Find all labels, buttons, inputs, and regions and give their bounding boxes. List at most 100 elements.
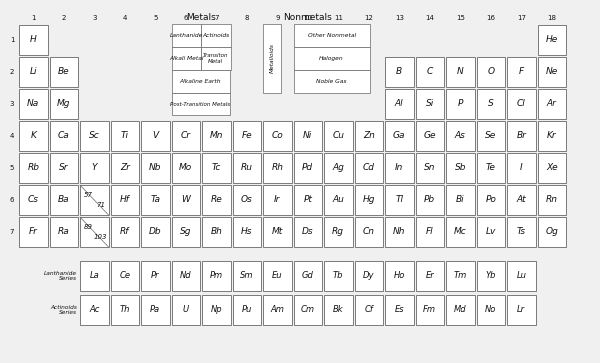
Bar	[233, 185, 261, 215]
Text: Cm: Cm	[301, 306, 315, 314]
Text: Al: Al	[395, 99, 404, 109]
Bar	[415, 89, 444, 119]
Text: In: In	[395, 163, 403, 172]
Text: 5: 5	[153, 15, 157, 21]
Text: Ti: Ti	[121, 131, 129, 140]
Text: Other Nonmetal: Other Nonmetal	[308, 33, 356, 38]
Bar	[507, 153, 536, 183]
Bar	[446, 295, 475, 325]
Text: Halogen: Halogen	[319, 56, 344, 61]
Text: Sc: Sc	[89, 131, 100, 140]
Text: Re: Re	[211, 196, 222, 204]
Text: Nh: Nh	[393, 228, 406, 237]
Text: H: H	[30, 36, 37, 45]
Bar	[293, 217, 322, 247]
Text: 11: 11	[334, 15, 343, 21]
Text: 3: 3	[10, 101, 14, 107]
Bar	[233, 261, 261, 291]
Bar	[385, 261, 413, 291]
Bar	[202, 295, 230, 325]
Bar	[446, 217, 475, 247]
Text: Hg: Hg	[362, 196, 375, 204]
Text: Er: Er	[425, 272, 434, 281]
Bar	[476, 185, 505, 215]
Text: Bh: Bh	[211, 228, 222, 237]
Bar	[202, 217, 230, 247]
Bar	[233, 217, 261, 247]
Text: Fl: Fl	[426, 228, 434, 237]
Bar	[110, 185, 139, 215]
Text: Bk: Bk	[333, 306, 344, 314]
Text: S: S	[488, 99, 494, 109]
Text: 103: 103	[94, 234, 107, 240]
Text: Br: Br	[517, 131, 526, 140]
Bar	[355, 261, 383, 291]
Text: Ho: Ho	[394, 272, 405, 281]
Text: Lr: Lr	[517, 306, 526, 314]
Bar	[172, 153, 200, 183]
Text: Sm: Sm	[240, 272, 254, 281]
Text: Ru: Ru	[241, 163, 253, 172]
Bar	[324, 185, 353, 215]
Bar	[476, 121, 505, 151]
Bar	[201, 24, 230, 47]
Text: No: No	[485, 306, 496, 314]
Bar	[263, 185, 292, 215]
Bar	[49, 185, 78, 215]
Text: Sn: Sn	[424, 163, 436, 172]
Text: Actinoids
Series: Actinoids Series	[50, 305, 77, 315]
Text: 3: 3	[92, 15, 97, 21]
Bar	[415, 261, 444, 291]
Bar	[202, 121, 230, 151]
Text: Ne: Ne	[545, 68, 558, 77]
Text: Rh: Rh	[271, 163, 283, 172]
Text: 12: 12	[364, 15, 373, 21]
Bar	[507, 217, 536, 247]
Bar	[355, 121, 383, 151]
Bar	[293, 261, 322, 291]
Bar	[385, 153, 413, 183]
Text: Mn: Mn	[209, 131, 223, 140]
Bar	[172, 121, 200, 151]
Bar	[141, 295, 170, 325]
Bar	[355, 185, 383, 215]
Text: Pu: Pu	[242, 306, 252, 314]
Bar	[415, 121, 444, 151]
Text: 4: 4	[10, 133, 14, 139]
Text: Alkali Metal: Alkali Metal	[169, 56, 203, 61]
Bar	[446, 261, 475, 291]
Bar	[49, 217, 78, 247]
Text: Ac: Ac	[89, 306, 100, 314]
Text: Pa: Pa	[150, 306, 160, 314]
Text: B: B	[396, 68, 403, 77]
Text: Mo: Mo	[179, 163, 193, 172]
Bar	[19, 185, 47, 215]
Bar	[80, 185, 109, 215]
Text: Np: Np	[211, 306, 222, 314]
Bar	[110, 295, 139, 325]
Text: Db: Db	[149, 228, 161, 237]
Bar	[446, 153, 475, 183]
Text: Hs: Hs	[241, 228, 253, 237]
Bar	[19, 153, 47, 183]
Bar	[80, 295, 109, 325]
Text: 10: 10	[303, 15, 312, 21]
Text: Si: Si	[425, 99, 434, 109]
Bar	[202, 153, 230, 183]
Text: 71: 71	[96, 203, 105, 208]
Bar	[293, 70, 370, 93]
Text: 1: 1	[31, 15, 35, 21]
Text: 89: 89	[83, 224, 92, 230]
Text: Metalloids: Metalloids	[269, 43, 275, 73]
Text: Eu: Eu	[272, 272, 283, 281]
Text: Po: Po	[485, 196, 496, 204]
Bar	[538, 57, 566, 87]
Text: As: As	[455, 131, 466, 140]
Text: 4: 4	[122, 15, 127, 21]
Bar	[141, 121, 170, 151]
Text: Transiton
Metal: Transiton Metal	[203, 53, 229, 64]
Text: Es: Es	[394, 306, 404, 314]
Bar	[110, 217, 139, 247]
Text: Ge: Ge	[424, 131, 436, 140]
Text: Th: Th	[119, 306, 130, 314]
